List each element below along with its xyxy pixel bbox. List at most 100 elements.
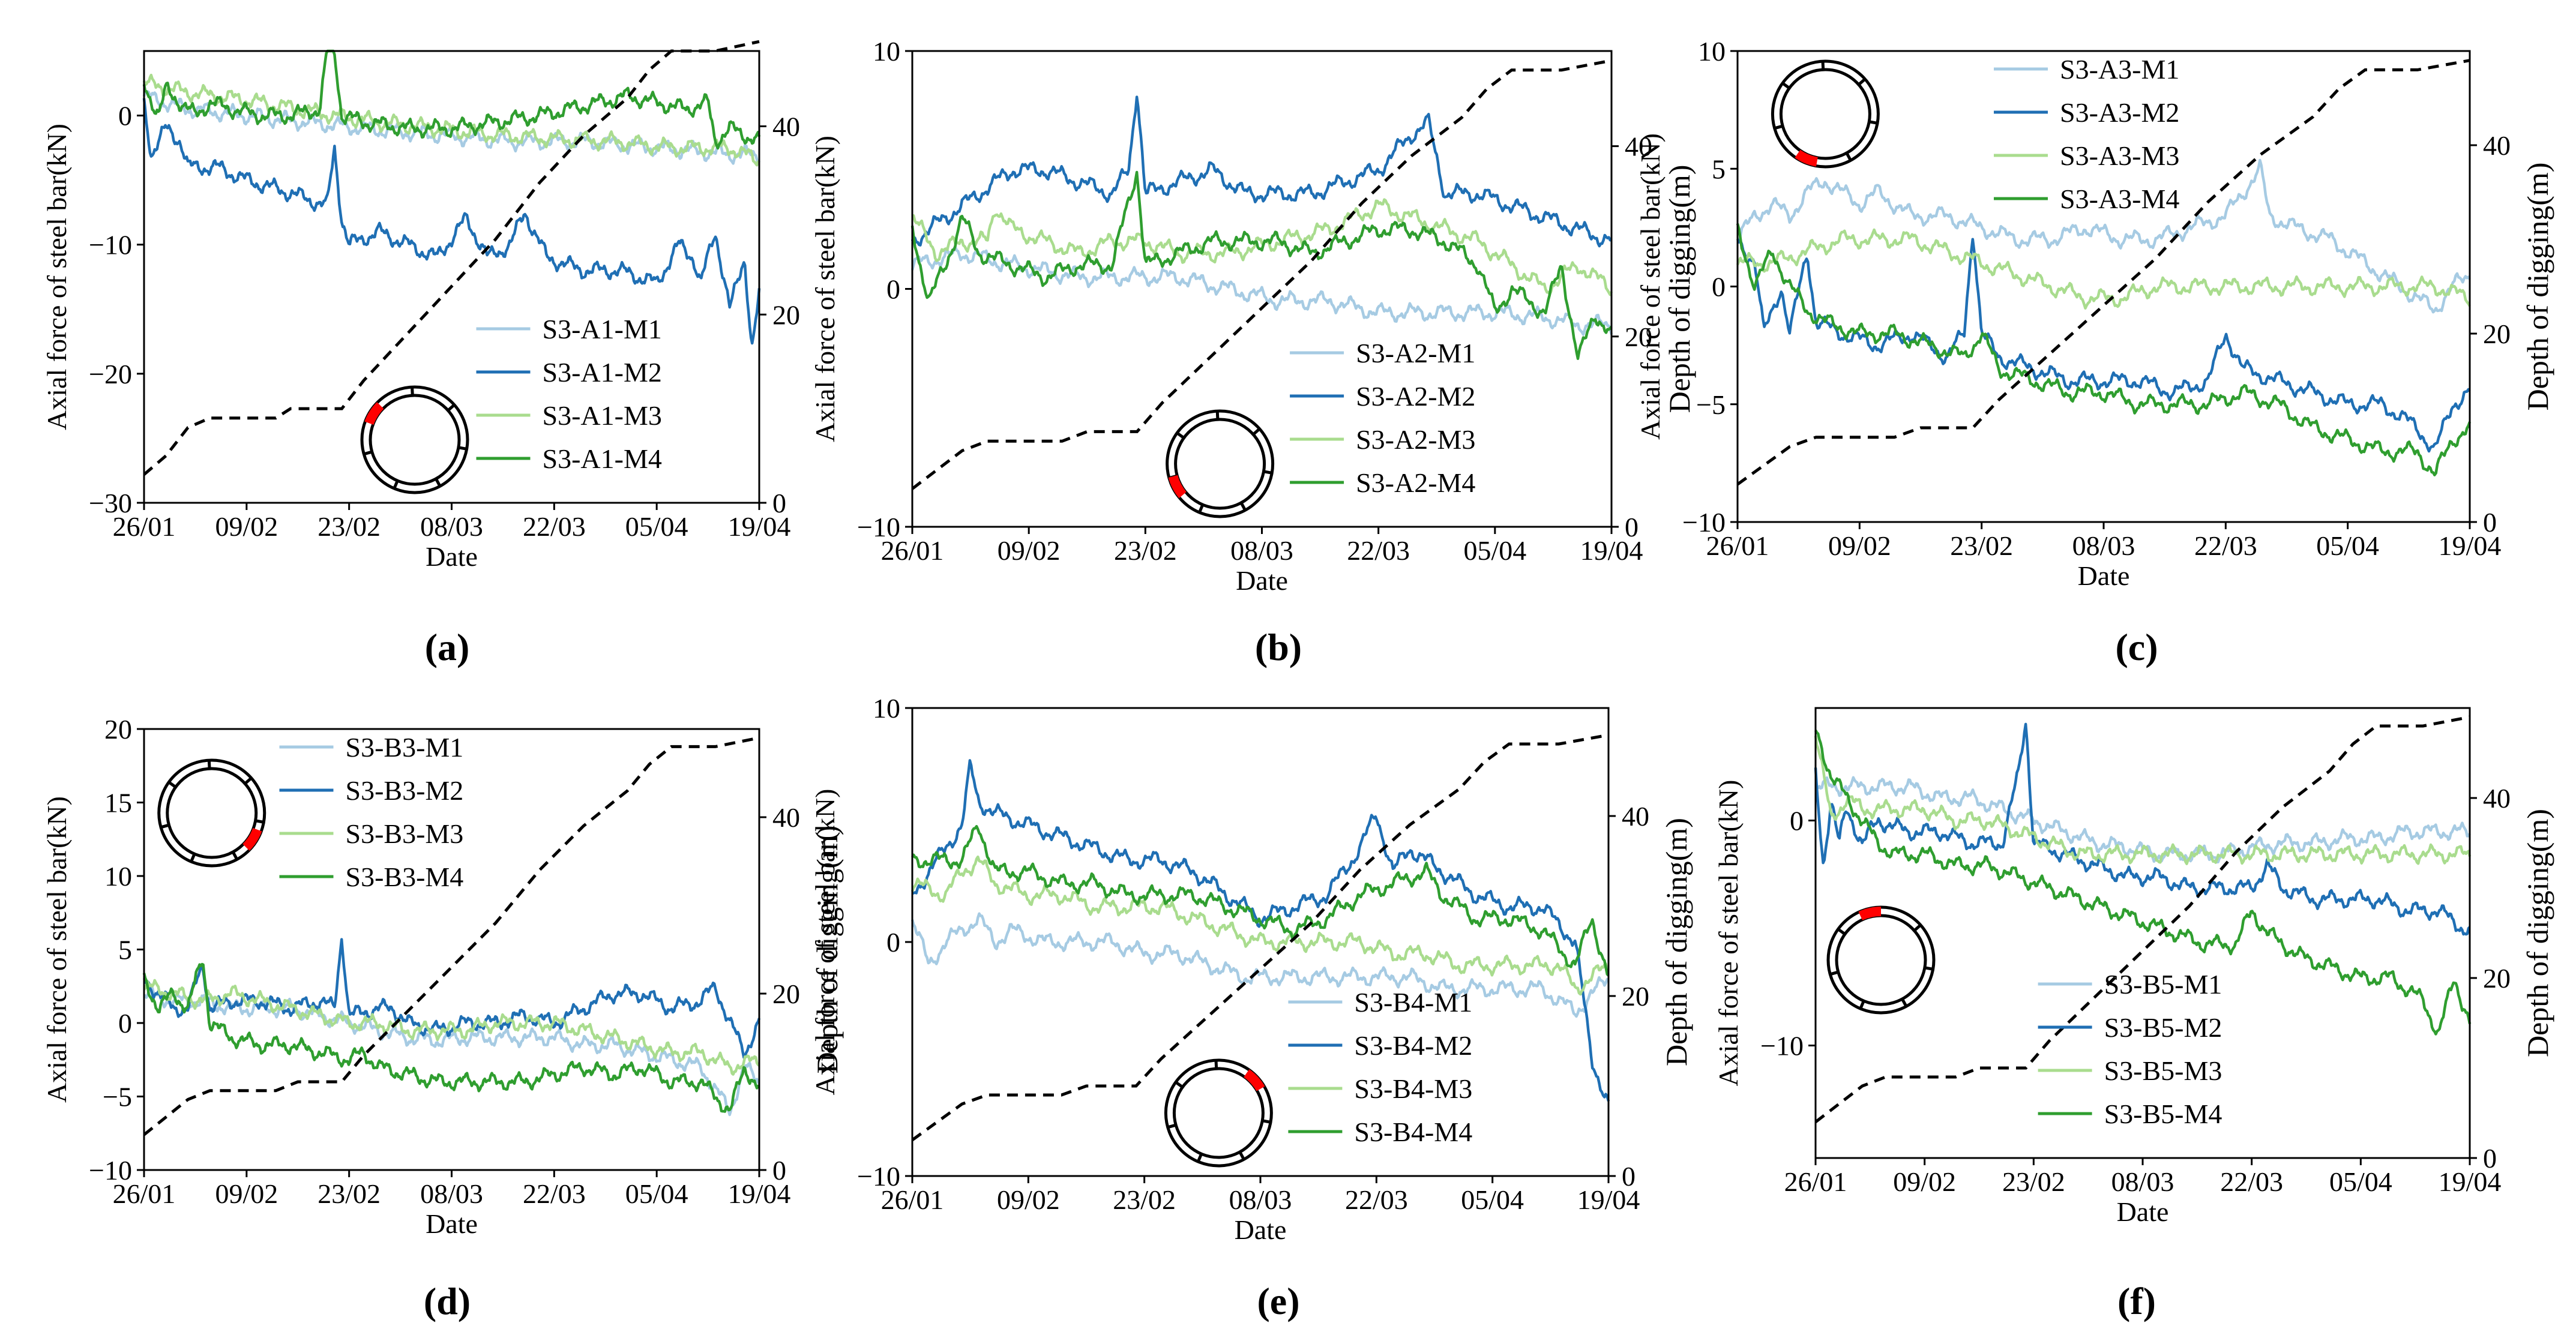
ring-highlight-segment-icon	[1858, 907, 1882, 920]
ring-segment-joint-icon	[1263, 470, 1272, 475]
ring-segment-joint-icon	[1845, 152, 1852, 161]
ring-highlight-segment-icon	[242, 827, 262, 851]
y-tick-label-left: −10	[857, 512, 900, 542]
x-tick-label: 08/03	[420, 511, 483, 542]
legend-entry: S3-B5-M3	[2104, 1055, 2222, 1086]
x-tick-label: 09/02	[998, 535, 1061, 566]
y-tick-label-left: 20	[104, 714, 132, 745]
x-tick-label: 05/04	[1461, 1184, 1524, 1215]
legend-entry: S3-B5-M4	[2104, 1099, 2222, 1129]
legend-entry: S3-B4-M1	[1354, 987, 1472, 1018]
ring-highlight-segment-icon	[1168, 475, 1187, 499]
ring-segment-joint-icon	[1859, 1000, 1865, 1010]
y-tick-label-right: 20	[2483, 963, 2511, 994]
legend-entry: S3-B3-M2	[346, 775, 464, 806]
x-tick-label: 23/02	[1113, 1184, 1176, 1215]
y-tick-label-left: 10	[873, 693, 900, 724]
legend-entry: S3-B5-M2	[2104, 1012, 2222, 1043]
y-tick-label-left: 10	[873, 36, 900, 67]
ring-segment-joint-icon	[1239, 502, 1247, 511]
series-line-m1	[143, 986, 760, 1117]
y-tick-label-right: 20	[772, 979, 800, 1009]
legend-entry: S3-A1-M3	[543, 400, 662, 431]
series-line-depth	[143, 40, 760, 476]
x-tick-label: 05/04	[2316, 530, 2379, 561]
y-tick-label-right: 20	[1625, 322, 1652, 352]
x-tick-label: 05/04	[625, 511, 688, 542]
ring-highlight-segment-icon	[1244, 1069, 1265, 1091]
ring-segment-joint-icon	[1868, 120, 1878, 125]
x-tick-label: 08/03	[420, 1178, 483, 1209]
y-tick-label-left: 0	[1712, 272, 1726, 302]
x-tick-label: 08/03	[1230, 535, 1293, 566]
y-axis-label-left: Axial force of steel bar(kN)	[1713, 780, 1744, 1087]
ring-outer-icon	[157, 758, 266, 868]
y-tick-label-right: 40	[2483, 783, 2511, 814]
series-line-depth	[1736, 59, 2470, 486]
y-tick-label-right: 0	[772, 1155, 786, 1186]
ring-segment-joint-icon	[411, 386, 414, 396]
legend-entry: S3-A2-M1	[1356, 338, 1475, 368]
y-tick-label-right: 40	[772, 802, 800, 833]
series-line-depth	[1814, 715, 2470, 1123]
x-tick-label: 22/03	[2220, 1166, 2283, 1197]
legend-entry: S3-B3-M1	[346, 732, 464, 763]
x-tick-label: 23/02	[317, 1178, 381, 1209]
ring-segment-joint-icon	[1214, 1060, 1218, 1069]
y-tick-label-left: 5	[1712, 154, 1726, 184]
panel-label: (e)	[1257, 1280, 1299, 1322]
y-tick-label-left: 15	[104, 788, 132, 818]
y-axis-label-right: Depth of digging(m)	[2521, 809, 2554, 1057]
ring-segment-joint-icon	[1901, 998, 1908, 1007]
x-axis-label: Date	[2117, 1196, 2169, 1227]
x-tick-label: 19/04	[1580, 535, 1643, 566]
y-tick-label-right: 40	[1625, 131, 1652, 162]
x-tick-label: 19/04	[2439, 530, 2502, 561]
series-line-depth	[911, 59, 1612, 490]
series-line-m2	[1736, 238, 2471, 453]
x-tick-label: 05/04	[1463, 535, 1526, 566]
legend-entry: S3-A3-M3	[2060, 140, 2179, 171]
x-axis-label: Date	[1236, 565, 1288, 596]
series-line-m3	[1814, 735, 2472, 865]
x-tick-label: 23/02	[317, 511, 381, 542]
x-tick-label: 26/01	[113, 1178, 176, 1209]
y-tick-label-left: −20	[89, 359, 132, 389]
y-tick-label-left: −10	[89, 230, 132, 260]
x-tick-label: 22/03	[523, 1178, 586, 1209]
ring-segment-joint-icon	[458, 446, 468, 451]
panel-label: (c)	[2115, 626, 2158, 668]
ring-segment-joint-icon	[1837, 928, 1846, 935]
ring-segment-joint-icon	[1176, 431, 1185, 439]
y-axis-label-right: Depth of digging(m)	[1660, 818, 1693, 1066]
ring-segment-joint-icon	[1913, 923, 1922, 932]
y-tick-label-right: 40	[2483, 130, 2511, 161]
ring-segment-joint-icon	[1175, 1081, 1184, 1088]
ring-segment-joint-icon	[1198, 504, 1205, 514]
x-tick-label: 22/03	[523, 511, 586, 542]
legend-entry: S3-A3-M1	[2060, 54, 2179, 85]
ring-segment-joint-icon	[1167, 1123, 1176, 1129]
y-tick-label-right: 20	[1622, 981, 1649, 1012]
y-tick-label-right: 0	[772, 488, 786, 518]
ring-segment-joint-icon	[1924, 966, 1934, 971]
y-tick-label-right: 40	[1622, 801, 1649, 832]
x-tick-label: 09/02	[1893, 1166, 1956, 1197]
ring-segment-joint-icon	[1262, 1119, 1271, 1124]
panel-label: (b)	[1255, 626, 1302, 668]
y-axis-label-left: Axial force of steel bar(kN)	[810, 136, 840, 442]
legend-entry: S3-A2-M2	[1356, 381, 1475, 412]
chart-panel: 26/01 09/02 23/02 08/03 22/03 05/04 19/04 Date 2…	[41, 714, 844, 1322]
x-tick-label: 19/04	[1577, 1184, 1640, 1215]
ring-segment-joint-icon	[1858, 77, 1867, 86]
y-tick-label-left: 5	[118, 935, 132, 965]
ring-inner-icon	[166, 767, 258, 859]
ring-segment-joint-icon	[1774, 124, 1783, 130]
x-tick-label: 26/01	[881, 535, 944, 566]
series-line-m1	[910, 245, 1613, 336]
y-axis-label-left: Axial force of steel bar(kN)	[41, 796, 72, 1103]
legend-entry: S3-B4-M3	[1354, 1073, 1472, 1104]
x-tick-label: 23/02	[2002, 1166, 2065, 1197]
ring-segment-joint-icon	[363, 450, 373, 456]
